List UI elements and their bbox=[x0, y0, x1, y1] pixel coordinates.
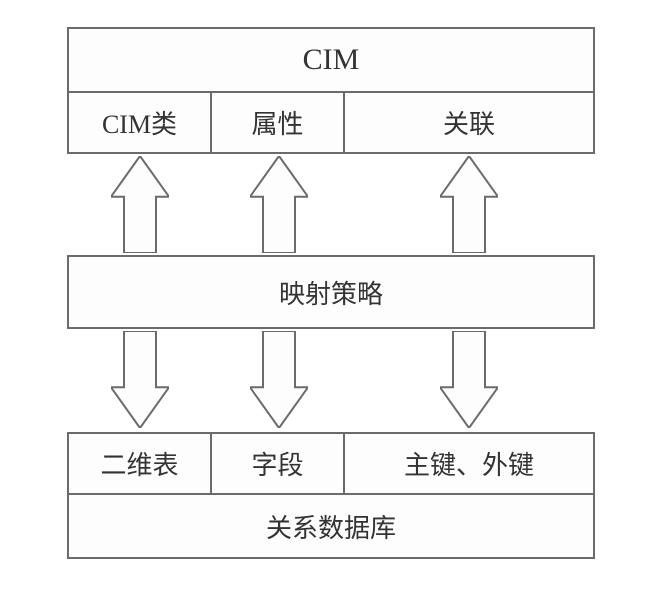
arrow-up-1 bbox=[111, 156, 169, 253]
arrow-down-1 bbox=[111, 331, 169, 428]
cim-class-cell: CIM类 bbox=[67, 91, 212, 154]
arrow-up-3 bbox=[440, 156, 498, 253]
field-cell: 字段 bbox=[210, 432, 345, 495]
attribute-cell: 属性 bbox=[210, 91, 345, 154]
arrow-up-2 bbox=[250, 156, 308, 253]
table-cell: 二维表 bbox=[67, 432, 212, 495]
arrow-down-3 bbox=[440, 331, 498, 428]
mapping-strategy-box: 映射策略 bbox=[67, 255, 595, 329]
arrow-down-2 bbox=[250, 331, 308, 428]
relational-db-footer: 关系数据库 bbox=[67, 493, 595, 559]
cim-header: CIM bbox=[67, 27, 595, 93]
association-cell: 关联 bbox=[343, 91, 595, 154]
key-cell: 主键、外键 bbox=[343, 432, 595, 495]
diagram-canvas: CIMCIM类属性关联映射策略二维表字段主键、外键关系数据库 bbox=[0, 0, 666, 595]
